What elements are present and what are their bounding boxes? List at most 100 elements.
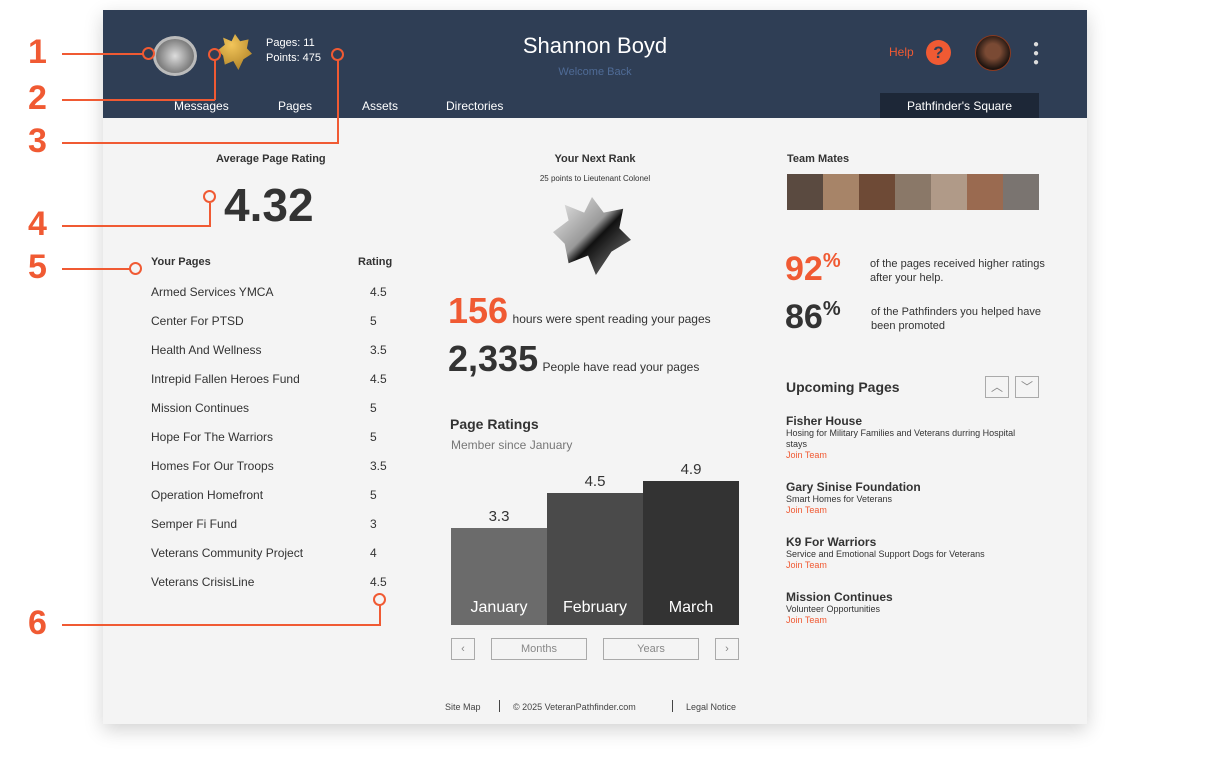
copyright: © 2025 VeteranPathfinder.com xyxy=(513,702,636,712)
annotation-4: 4 xyxy=(28,205,47,243)
page-row[interactable]: Intrepid Fallen Heroes Fund 4.5 xyxy=(151,372,391,386)
page-name: Armed Services YMCA xyxy=(151,285,274,299)
stat2-text: of the Pathfinders you helped have been … xyxy=(871,306,1042,332)
page-name: Semper Fi Fund xyxy=(151,517,238,531)
people-value: 2,335 xyxy=(448,338,539,379)
upcoming-desc: Smart Homes for Veterans xyxy=(786,494,893,504)
header: Pages: 11 Points: 475 Shannon Boyd Welco… xyxy=(103,10,1087,118)
next-rank-sub: 25 points to Lieutenant Colonel xyxy=(539,174,651,183)
upcoming-desc: Volunteer Opportunities xyxy=(786,604,881,614)
stat1-text: of the pages received higher ratings aft… xyxy=(870,258,1045,284)
col-your-pages: Your Pages xyxy=(151,256,211,268)
teammate-avatar[interactable] xyxy=(967,174,1003,210)
silver-oak-leaf-icon xyxy=(553,197,631,275)
page-name: Homes For Our Troops xyxy=(151,459,274,473)
teammate-avatar[interactable] xyxy=(1003,174,1039,210)
stat1-value: 92 xyxy=(785,250,823,288)
nav-messages[interactable]: Messages xyxy=(174,99,229,113)
footer-divider xyxy=(672,700,673,712)
avg-rating-value: 4.32 xyxy=(224,179,314,231)
hours-text: hours were spent reading your pages xyxy=(512,312,711,326)
page-row[interactable]: Homes For Our Troops 3.5 xyxy=(151,459,391,473)
bar-value-label: 4.5 xyxy=(584,473,606,491)
page-row[interactable]: Mission Continues 5 xyxy=(151,401,391,415)
page-name: Mission Continues xyxy=(151,401,250,415)
more-menu-icon[interactable]: ● ● ● xyxy=(1033,39,1040,68)
page-name: Health And Wellness xyxy=(151,343,262,357)
upcoming-title[interactable]: Fisher House xyxy=(786,414,863,428)
dashboard-card: Pages: 11 Points: 475 Shannon Boyd Welco… xyxy=(103,10,1087,724)
next-button[interactable]: › xyxy=(715,638,739,660)
page-row[interactable]: Veterans Community Project 4 xyxy=(151,546,391,560)
next-rank-title: Your Next Rank xyxy=(554,153,636,165)
page-row[interactable]: Hope For The Warriors 5 xyxy=(151,430,391,444)
page-name: Center For PTSD xyxy=(151,314,244,328)
teammate-avatar[interactable] xyxy=(787,174,823,210)
page-name: Hope For The Warriors xyxy=(151,430,274,444)
teammate-avatar[interactable] xyxy=(859,174,895,210)
upcoming-title[interactable]: Gary Sinise Foundation xyxy=(786,480,921,494)
join-team-link[interactable]: Join Team xyxy=(786,450,827,460)
upcoming-item: Gary Sinise Foundation Smart Homes for Ve… xyxy=(786,480,1016,516)
page-rating: 4 xyxy=(370,546,377,560)
nav-assets[interactable]: Assets xyxy=(362,99,399,113)
help-link[interactable]: Help xyxy=(889,45,914,59)
bar-january[interactable]: January xyxy=(451,528,547,625)
years-button[interactable]: Years xyxy=(603,638,699,660)
page-rating: 5 xyxy=(370,401,377,415)
site-map-link[interactable]: Site Map xyxy=(445,702,481,712)
page-row[interactable]: Semper Fi Fund 3 xyxy=(151,517,391,531)
people-text: People have read your pages xyxy=(542,360,700,374)
nav-directories[interactable]: Directories xyxy=(446,99,504,113)
page-rating: 3 xyxy=(370,517,377,531)
upcoming-desc: Service and Emotional Support Dogs for V… xyxy=(786,549,985,559)
bar-value-label: 3.3 xyxy=(488,508,510,526)
nav-pages[interactable]: Pages xyxy=(278,99,313,113)
team-mates-avatars xyxy=(787,174,1039,210)
page-name: Operation Homefront xyxy=(151,488,264,502)
join-team-link[interactable]: Join Team xyxy=(786,560,827,570)
join-team-link[interactable]: Join Team xyxy=(786,505,827,515)
page-rating: 3.5 xyxy=(370,459,387,473)
col-rating: Rating xyxy=(358,256,393,268)
welcome-text: Welcome Back xyxy=(558,66,632,78)
scroll-up-button[interactable]: ︿ xyxy=(985,376,1009,398)
stat2-unit: % xyxy=(822,298,841,320)
page-row[interactable]: Operation Homefront 5 xyxy=(151,488,391,502)
page-row[interactable]: Health And Wellness 3.5 xyxy=(151,343,391,357)
annotation-5: 5 xyxy=(28,248,47,286)
avatar[interactable] xyxy=(975,35,1011,71)
teammate-avatar[interactable] xyxy=(895,174,931,210)
page-row[interactable]: Veterans CrisisLine 4.5 xyxy=(151,575,391,589)
footer-divider xyxy=(499,700,500,712)
upcoming-item: Fisher House Hosing for Military Families… xyxy=(786,414,1016,461)
page-rating: 5 xyxy=(370,430,377,444)
page-row[interactable]: Center For PTSD 5 xyxy=(151,314,391,328)
months-button[interactable]: Months xyxy=(491,638,587,660)
annotation-1: 1 xyxy=(28,33,47,71)
upcoming-title[interactable]: Mission Continues xyxy=(786,590,893,604)
page-name: Intrepid Fallen Heroes Fund xyxy=(151,372,300,386)
page-rating: 4.5 xyxy=(370,285,387,299)
page-name: Veterans Community Project xyxy=(151,546,304,560)
teammate-avatar[interactable] xyxy=(931,174,967,210)
upcoming-title[interactable]: K9 For Warriors xyxy=(786,535,877,549)
stat2-value: 86 xyxy=(785,298,823,336)
annotation-3: 3 xyxy=(28,122,47,160)
upcoming-item: K9 For Warriors Service and Emotional Sup… xyxy=(786,535,1016,571)
help-icon[interactable]: ? xyxy=(926,40,951,65)
teammate-avatar[interactable] xyxy=(823,174,859,210)
join-team-link[interactable]: Join Team xyxy=(786,615,827,625)
hours-value: 156 xyxy=(448,290,509,331)
pathfinders-square-button[interactable]: Pathfinder's Square xyxy=(880,93,1039,118)
annotation-6: 6 xyxy=(28,604,47,642)
bar-category-label: February xyxy=(562,599,628,616)
prev-button[interactable]: ‹ xyxy=(451,638,475,660)
upcoming-desc: Hosing for Military Families and Veteran… xyxy=(786,428,1016,449)
legal-notice-link[interactable]: Legal Notice xyxy=(686,702,737,712)
bar-march[interactable]: March xyxy=(643,481,739,625)
scroll-down-button[interactable]: ﹀ xyxy=(1015,376,1039,398)
page-rating: 4.5 xyxy=(370,372,387,386)
page-row[interactable]: Armed Services YMCA 4.5 xyxy=(151,285,391,299)
bar-february[interactable]: February xyxy=(547,493,643,625)
